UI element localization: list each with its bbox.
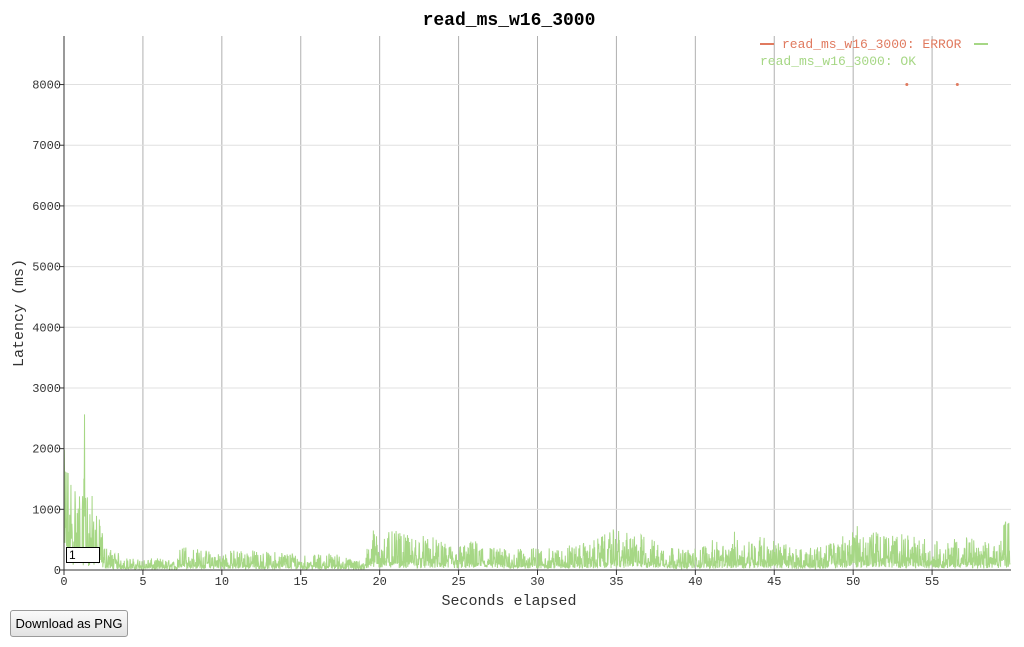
y-tick-label: 5000 xyxy=(32,261,61,275)
x-tick: 45 xyxy=(767,570,781,589)
x-tick-label: 40 xyxy=(688,575,702,589)
x-tick-label: 50 xyxy=(846,575,860,589)
x-tick-label: 0 xyxy=(60,575,67,589)
series-error-point xyxy=(955,83,959,87)
x-tick-label: 30 xyxy=(530,575,544,589)
plot-area xyxy=(63,83,1011,571)
x-tick-label: 5 xyxy=(139,575,146,589)
zoom-input[interactable] xyxy=(66,547,100,563)
x-tick: 30 xyxy=(530,570,545,589)
y-tick-label: 4000 xyxy=(32,321,61,335)
x-tick: 0 xyxy=(60,570,68,589)
series-error-point xyxy=(905,83,909,87)
y-tick: 0 xyxy=(54,564,64,578)
x-tick-label: 25 xyxy=(451,575,465,589)
y-tick-label: 0 xyxy=(54,564,61,578)
x-tick: 55 xyxy=(925,570,939,589)
x-tick-label: 20 xyxy=(372,575,386,589)
y-tick-label: 6000 xyxy=(32,200,61,214)
x-tick-label: 35 xyxy=(609,575,623,589)
legend-ok-label: read_ms_w16_3000: OK xyxy=(760,54,916,69)
y-tick: 5000 xyxy=(32,261,64,275)
y-tick: 6000 xyxy=(32,200,64,214)
y-tick: 2000 xyxy=(32,443,64,457)
grid xyxy=(64,36,1011,570)
y-tick-label: 3000 xyxy=(32,382,61,396)
x-tick-label: 10 xyxy=(215,575,229,589)
x-tick-label: 45 xyxy=(767,575,781,589)
x-tick: 25 xyxy=(451,570,466,589)
y-tick-label: 8000 xyxy=(32,79,61,93)
axes: 0 5 10 15 20 25 30 35 40 45 50 55 0 1000 2000 3000 4000 5… xyxy=(32,36,1011,589)
chart-title: read_ms_w16_3000 xyxy=(423,11,596,31)
y-tick: 4000 xyxy=(32,321,64,335)
y-tick: 3000 xyxy=(32,382,64,396)
x-tick: 10 xyxy=(215,570,229,589)
y-tick: 8000 xyxy=(32,79,64,93)
x-tick: 15 xyxy=(294,570,308,589)
y-tick-label: 1000 xyxy=(32,503,61,517)
y-axis-label: Latency (ms) xyxy=(11,259,28,367)
download-png-button[interactable]: Download as PNG xyxy=(10,610,128,637)
x-tick: 20 xyxy=(372,570,387,589)
x-tick: 40 xyxy=(688,570,703,589)
x-axis-label: Seconds elapsed xyxy=(441,593,576,610)
y-tick: 7000 xyxy=(32,139,64,153)
y-tick: 1000 xyxy=(32,503,64,517)
legend: read_ms_w16_3000: ERROR read_ms_w16_3000… xyxy=(760,37,988,69)
x-tick-label: 55 xyxy=(925,575,939,589)
x-tick: 50 xyxy=(846,570,860,589)
x-tick-label: 15 xyxy=(294,575,308,589)
series-ok-line xyxy=(63,414,1011,571)
legend-error-label: read_ms_w16_3000: ERROR xyxy=(782,37,962,52)
x-tick: 35 xyxy=(609,570,624,589)
y-tick-label: 2000 xyxy=(32,443,61,457)
y-tick-label: 7000 xyxy=(32,139,61,153)
x-tick: 5 xyxy=(139,570,147,589)
